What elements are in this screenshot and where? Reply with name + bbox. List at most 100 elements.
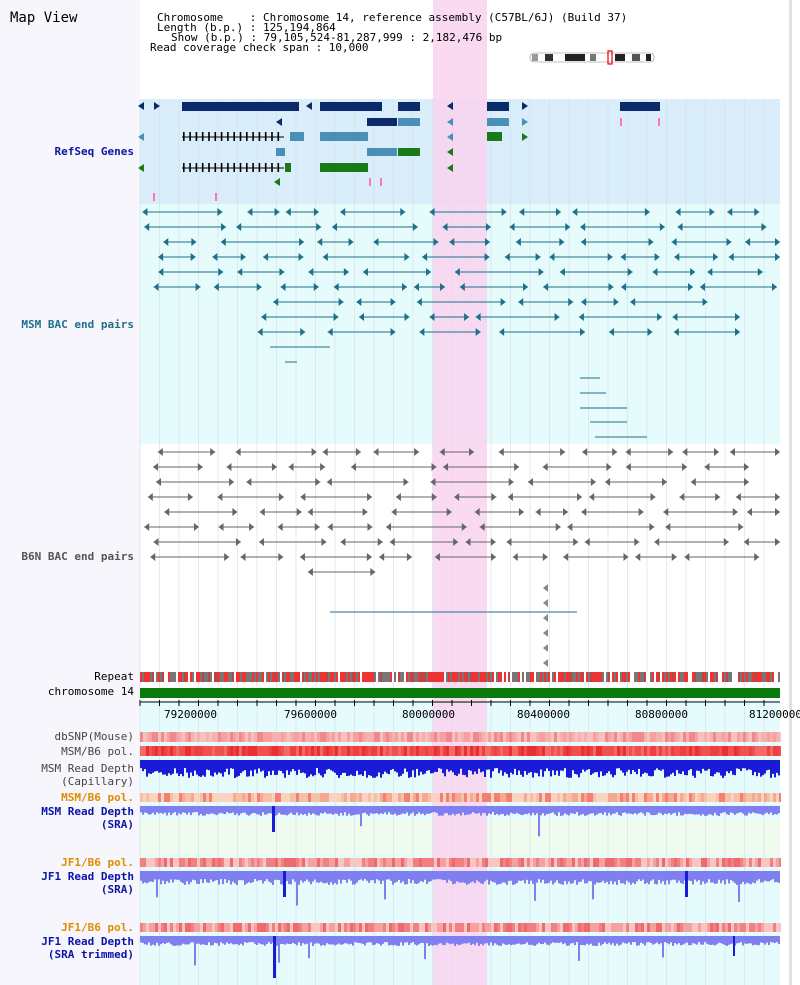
msm-depth-sra-bar xyxy=(696,806,698,815)
dbsnp-heat xyxy=(173,732,176,742)
dbsnp-heat xyxy=(524,732,527,742)
b6n-bac-pair-end xyxy=(389,538,395,546)
jf1-pol-heat-2 xyxy=(593,923,596,932)
ideogram-band xyxy=(565,54,585,61)
track-label-jf1-depth-sra[interactable]: JF1 Read Depth xyxy=(41,870,134,883)
jf1-pol-heat xyxy=(485,858,488,867)
msm-depth-sra-bar xyxy=(748,806,750,813)
msm-depth-cap-bar xyxy=(618,760,620,769)
track-label-jf1-b6-pol-2[interactable]: JF1/B6 pol. xyxy=(61,921,134,934)
msm-depth-sra-bar xyxy=(328,806,330,814)
jf1-depth-trim-bar xyxy=(378,936,380,944)
jf1-depth-sra-bar xyxy=(348,871,350,880)
track-label-b6n-bac[interactable]: B6N BAC end pairs xyxy=(21,550,134,563)
msm-pol-heat-2 xyxy=(731,793,734,802)
jf1-depth-sra-bar xyxy=(258,871,260,881)
msm-depth-cap-bar xyxy=(342,760,344,773)
repeat-mark xyxy=(458,672,460,682)
jf1-pol-heat xyxy=(215,858,218,867)
track-label-msm-b6-pol-1[interactable]: MSM/B6 pol. xyxy=(61,745,134,758)
dbsnp-heat xyxy=(725,732,728,742)
msm-pol-heat-2 xyxy=(389,793,392,802)
jf1-depth-sra-bar xyxy=(496,871,498,885)
jf1-depth-sra-bar xyxy=(384,871,386,900)
jf1-depth-trim-bar xyxy=(710,936,712,946)
b6n-bac-pair-end xyxy=(663,508,669,516)
jf1-depth-trim-bar xyxy=(778,936,780,945)
msm-pol-heat-2 xyxy=(749,793,752,802)
gene-exon xyxy=(252,163,254,172)
gene-exon xyxy=(271,163,273,172)
b6n-bac-pair-end xyxy=(271,463,277,471)
dbsnp-heat xyxy=(284,732,287,742)
track-label-msm-bac[interactable]: MSM BAC end pairs xyxy=(21,318,134,331)
jf1-depth-trim-bar xyxy=(146,936,148,945)
msm-depth-sra-bar xyxy=(556,806,558,816)
msm-depth-sra-bar xyxy=(140,806,142,813)
repeat-mark xyxy=(688,672,690,682)
jf1-pol-heat xyxy=(641,858,644,867)
track-label-msm-depth-cap[interactable]: MSM Read Depth xyxy=(41,762,134,775)
jf1-depth-trim-bar xyxy=(696,936,698,945)
msm-pol-heat-2 xyxy=(545,793,548,802)
jf1-depth-trim-bar xyxy=(718,936,720,943)
msm-depth-sra-bar xyxy=(478,806,480,813)
msm-depth-cap-bar xyxy=(308,760,310,777)
msm-bac-pair-end xyxy=(485,223,491,231)
jf1-depth-trim-bar xyxy=(486,936,488,944)
jf1-depth-trim-bar xyxy=(396,936,398,946)
track-label-repeat[interactable]: Repeat xyxy=(94,670,134,683)
jf1-pol-heat xyxy=(578,858,581,867)
msm-pol-heat-2 xyxy=(449,793,452,802)
msm-depth-sra-bar xyxy=(648,806,650,813)
b6n-bac-pair-end xyxy=(679,493,685,501)
repeat-mark xyxy=(472,672,474,682)
repeat-mark xyxy=(494,672,496,682)
track-label-dbsnp[interactable]: dbSNP(Mouse) xyxy=(54,730,134,743)
msm-pol-heat xyxy=(182,746,185,756)
msm-depth-sra-bar xyxy=(668,806,670,814)
msm-depth-sra-bar xyxy=(660,806,662,814)
msm-bac-pair-end xyxy=(373,238,379,246)
msm-depth-sra-bar xyxy=(294,806,296,815)
msm-depth-cap-bar xyxy=(612,760,614,778)
msm-bac-pair-end xyxy=(285,208,291,216)
msm-depth-cap-bar xyxy=(736,760,738,769)
msm-pol-heat xyxy=(683,746,686,756)
msm-depth-cap-bar xyxy=(548,760,550,771)
jf1-depth-sra-bar xyxy=(738,871,740,902)
jf1-depth-trim-bar xyxy=(578,936,580,961)
track-label-msm-depth-sra[interactable]: MSM Read Depth xyxy=(41,805,134,818)
track-label-msm-b6-pol-2[interactable]: MSM/B6 pol. xyxy=(61,791,134,804)
msm-pol-heat-2 xyxy=(632,793,635,802)
msm-bac-pair-end xyxy=(338,298,344,306)
jf1-depth-trim-bar xyxy=(414,936,416,945)
msm-depth-sra-bar xyxy=(260,806,262,816)
jf1-pol-heat-2 xyxy=(398,923,401,932)
msm-depth-sra-bar xyxy=(220,806,222,813)
msm-depth-sra-bar xyxy=(562,806,564,816)
track-label-jf1-b6-pol-1[interactable]: JF1/B6 pol. xyxy=(61,856,134,869)
jf1-depth-sra-bar xyxy=(712,871,714,883)
jf1-depth-sra-bar xyxy=(518,871,520,881)
track-label-refseq-genes[interactable]: RefSeq Genes xyxy=(54,145,134,158)
jf1-pol-heat-2 xyxy=(425,923,428,932)
jf1-pol-heat xyxy=(392,858,395,867)
gene-block xyxy=(276,148,285,156)
dbsnp-heat xyxy=(443,732,446,742)
gene-block xyxy=(290,132,304,141)
msm-depth-cap-bar xyxy=(674,760,676,776)
jf1-depth-trim-bar xyxy=(446,936,448,943)
jf1-depth-sra-bar xyxy=(296,871,298,906)
b6n-bac-pair-end xyxy=(320,463,326,471)
jf1-pol-heat xyxy=(620,858,623,867)
msm-depth-sra-bar xyxy=(190,806,192,816)
jf1-pol-heat xyxy=(164,858,167,867)
repeat-mark xyxy=(454,672,456,682)
track-label-jf1-depth-trim[interactable]: JF1 Read Depth xyxy=(41,935,134,948)
jf1-depth-trim-bar xyxy=(580,936,582,945)
msm-depth-sra-bar xyxy=(352,806,354,816)
repeat-mark xyxy=(296,672,298,682)
jf1-pol-heat-2 xyxy=(626,923,629,932)
